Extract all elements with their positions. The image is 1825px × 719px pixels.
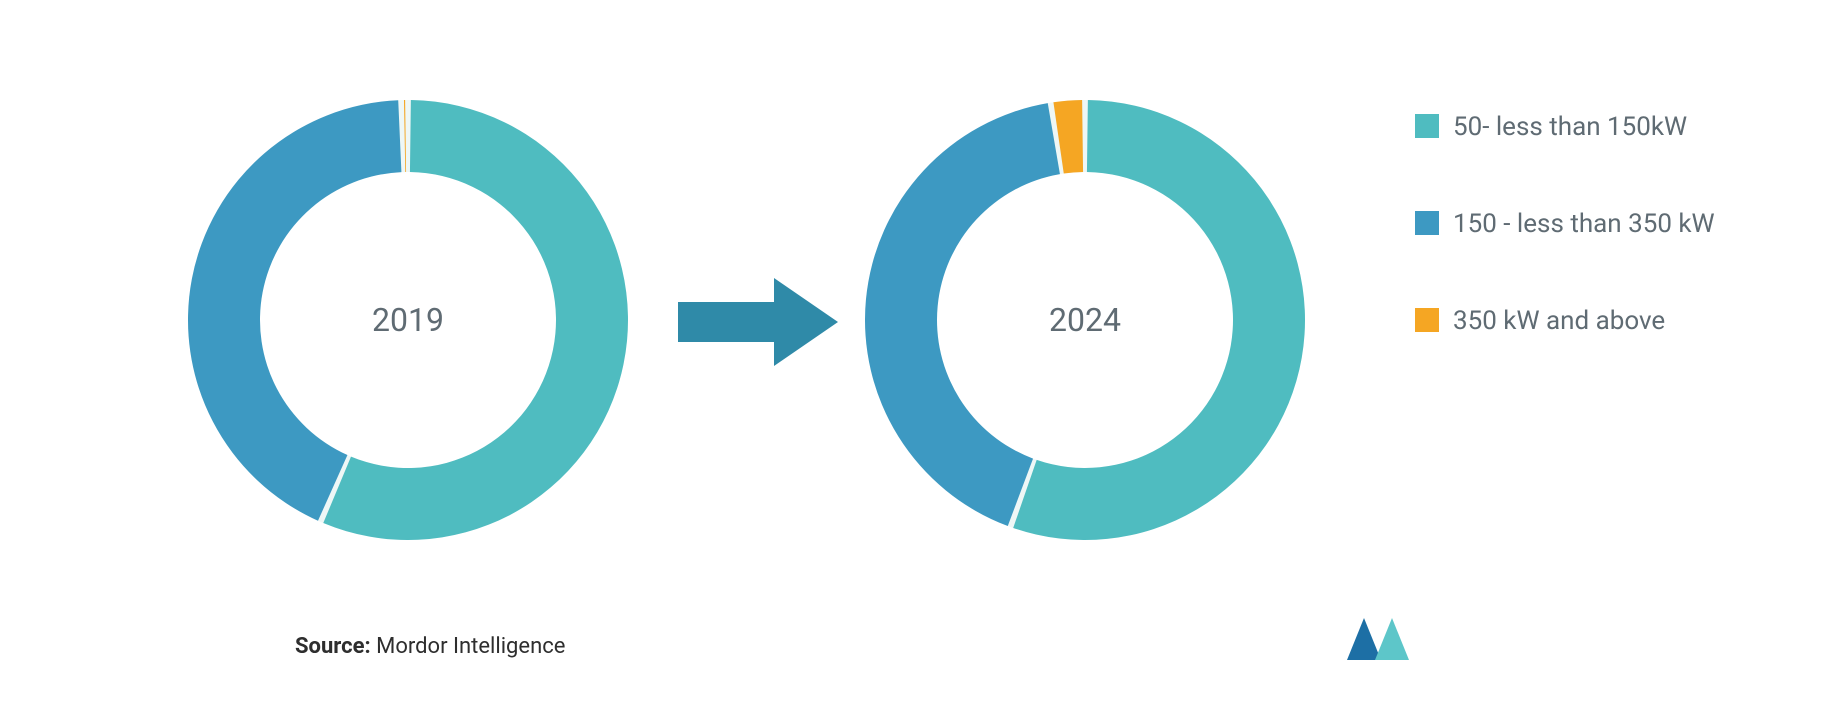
legend-item-350-above: 350 kW and above <box>1415 304 1715 339</box>
donut-segment-blue <box>865 103 1060 526</box>
donut-segment-blue <box>188 100 401 521</box>
legend-item-50-150: 50- less than 150kW <box>1415 110 1715 145</box>
source-attribution: Source: Mordor Intelligence <box>295 634 565 659</box>
legend-label-150-350: 150 - less than 350 kW <box>1453 207 1715 242</box>
donut-chart-2019: 2019 <box>188 100 628 540</box>
legend-item-150-350: 150 - less than 350 kW <box>1415 207 1715 242</box>
legend-swatch-blue <box>1415 211 1439 235</box>
source-prefix: Source: <box>295 634 371 659</box>
chart-container: 2019 2024 50- less than 150kW 150 - less… <box>0 0 1825 719</box>
legend-swatch-teal <box>1415 114 1439 138</box>
donut-chart-2024: 2024 <box>865 100 1305 540</box>
arrow-icon <box>678 278 838 370</box>
legend-label-50-150: 50- less than 150kW <box>1453 110 1687 145</box>
legend-label-350-above: 350 kW and above <box>1453 304 1665 339</box>
donut-label-2019: 2019 <box>372 301 444 339</box>
legend-swatch-orange <box>1415 308 1439 332</box>
donut-label-2024: 2024 <box>1049 301 1121 339</box>
source-text: Mordor Intelligence <box>371 634 566 659</box>
legend: 50- less than 150kW 150 - less than 350 … <box>1415 110 1715 401</box>
mordor-logo-icon <box>1347 618 1417 664</box>
